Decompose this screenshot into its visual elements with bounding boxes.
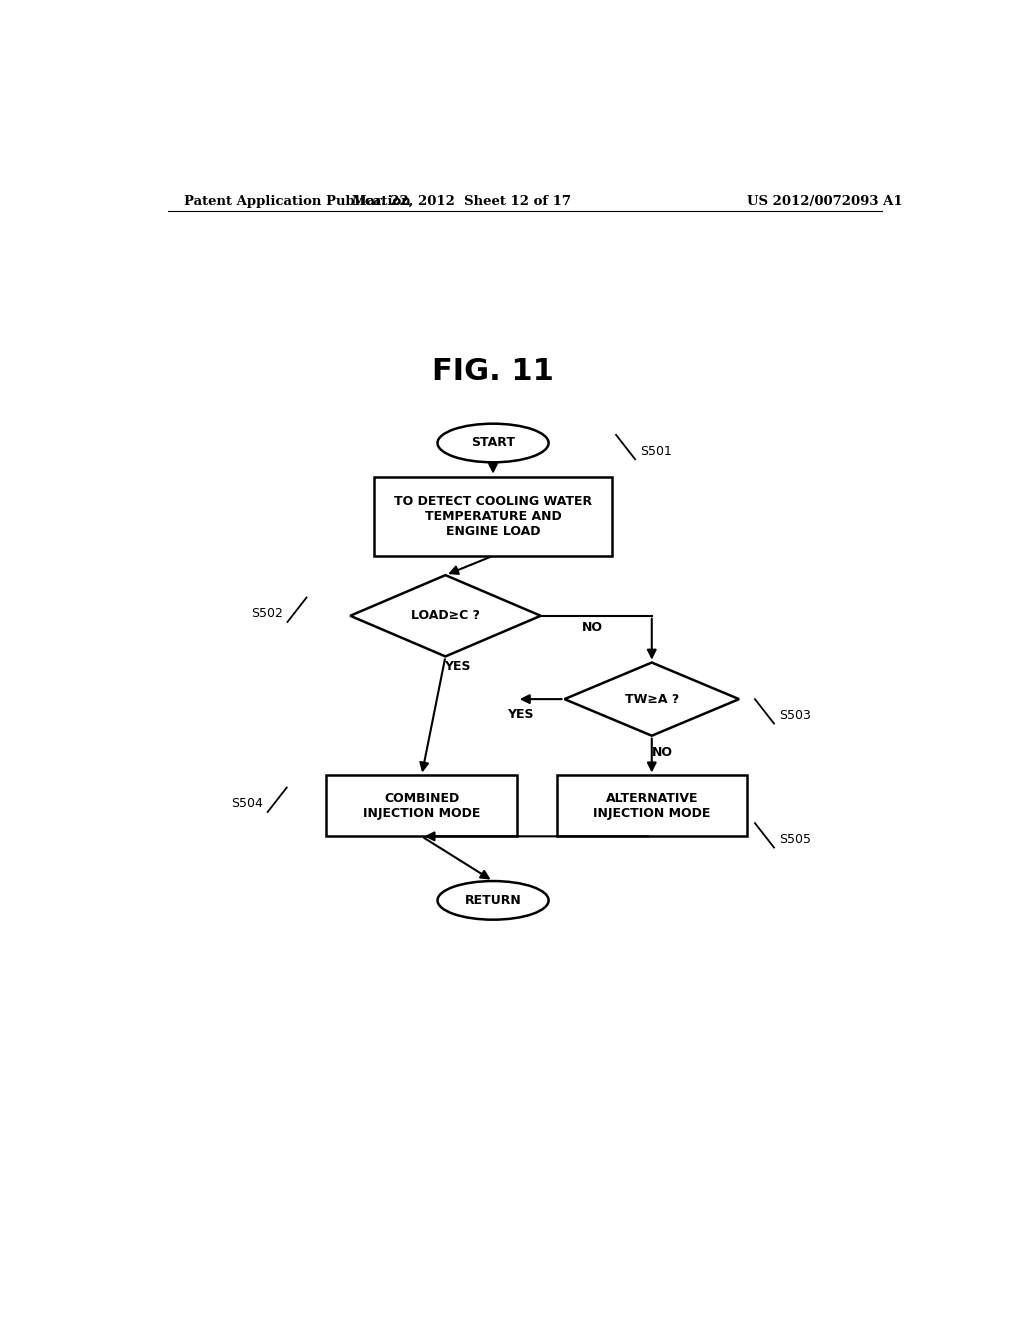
Text: S501: S501 <box>640 445 672 458</box>
Text: TW≥A ?: TW≥A ? <box>625 693 679 706</box>
Text: TO DETECT COOLING WATER
TEMPERATURE AND
ENGINE LOAD: TO DETECT COOLING WATER TEMPERATURE AND … <box>394 495 592 537</box>
Text: S503: S503 <box>779 709 811 722</box>
Text: RETURN: RETURN <box>465 894 521 907</box>
Text: YES: YES <box>508 708 535 721</box>
Text: Patent Application Publication: Patent Application Publication <box>183 194 411 207</box>
Text: YES: YES <box>444 660 471 673</box>
Text: S505: S505 <box>779 833 811 846</box>
Text: ALTERNATIVE
INJECTION MODE: ALTERNATIVE INJECTION MODE <box>593 792 711 820</box>
Text: LOAD≥C ?: LOAD≥C ? <box>411 610 480 622</box>
Text: NO: NO <box>651 747 673 759</box>
Text: START: START <box>471 437 515 450</box>
Text: FIG. 11: FIG. 11 <box>432 358 554 387</box>
Text: S502: S502 <box>251 607 283 620</box>
Text: COMBINED
INJECTION MODE: COMBINED INJECTION MODE <box>362 792 480 820</box>
Text: US 2012/0072093 A1: US 2012/0072093 A1 <box>748 194 902 207</box>
Text: Mar. 22, 2012  Sheet 12 of 17: Mar. 22, 2012 Sheet 12 of 17 <box>352 194 570 207</box>
Text: S504: S504 <box>231 797 263 810</box>
Text: NO: NO <box>582 622 603 635</box>
